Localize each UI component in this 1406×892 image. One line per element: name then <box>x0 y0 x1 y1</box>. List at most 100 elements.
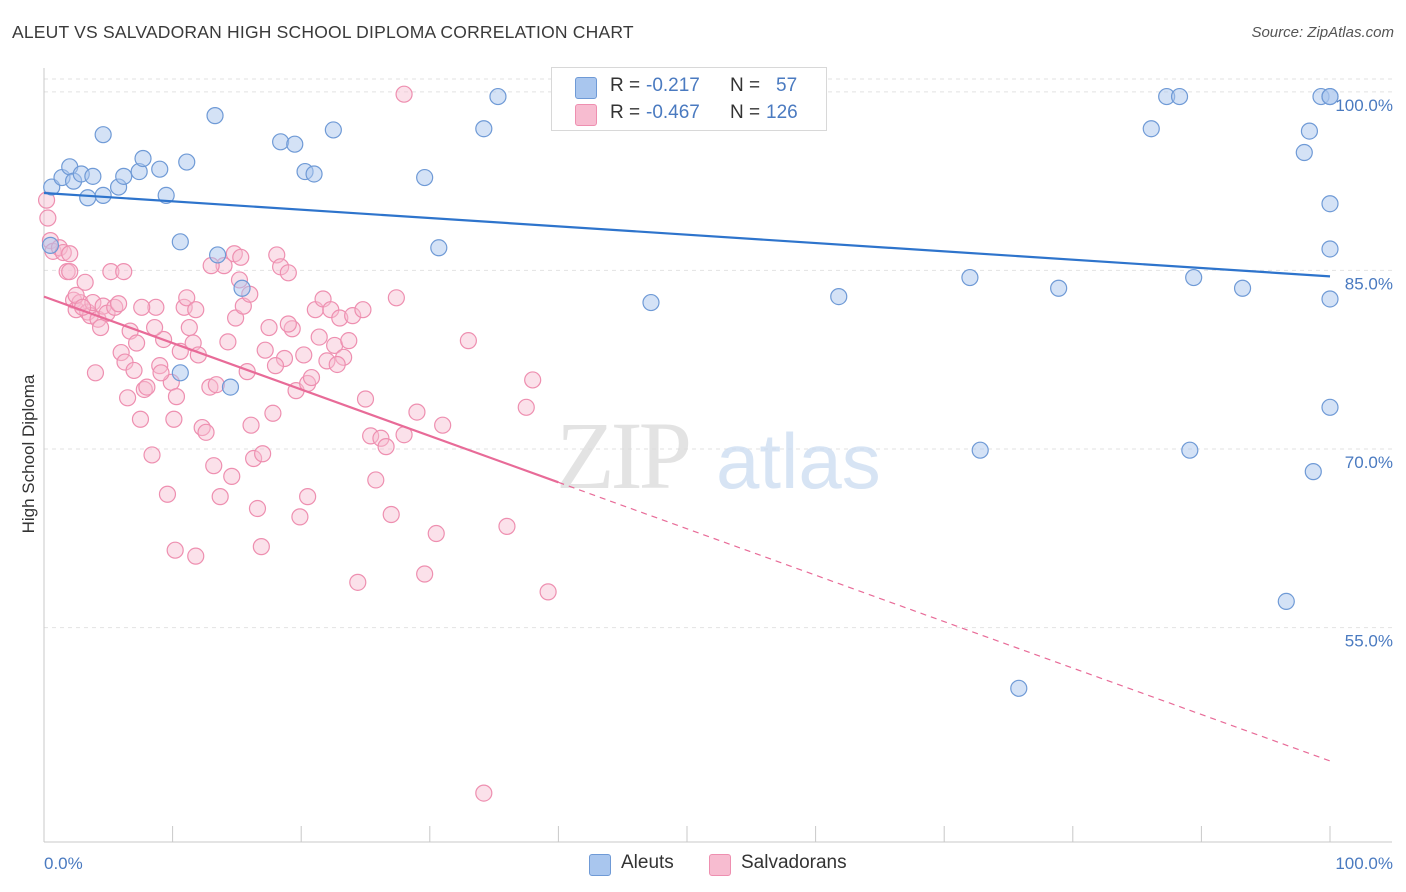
y-tick-label: 100.0% <box>1335 96 1393 115</box>
salvadoran-point <box>344 307 362 325</box>
aleut-point <box>1185 268 1203 287</box>
aleut-point <box>1170 87 1189 106</box>
aleut-point <box>41 236 60 255</box>
salvadoran-point <box>178 289 196 307</box>
salvadorans-trend-extension <box>558 481 1331 762</box>
salvadoran-point <box>138 378 156 396</box>
salvadoran-point <box>39 209 57 227</box>
watermark-atlas: atlas <box>716 417 881 505</box>
salvadorans-r-label: R = <box>610 102 641 123</box>
salvadoran-point <box>109 295 128 313</box>
salvadoran-point <box>434 416 452 434</box>
aleut-point <box>84 167 102 185</box>
salvadoran-point <box>112 343 130 362</box>
salvadoran-point <box>372 429 390 447</box>
bottom-salvadorans-label: Salvadorans <box>741 852 847 873</box>
salvadoran-point <box>187 301 205 319</box>
salvadoran-point <box>354 301 372 319</box>
aleut-point <box>430 239 448 257</box>
salvadoran-point <box>328 355 346 374</box>
salvadoran-point <box>459 332 477 350</box>
aleut-point <box>1321 87 1339 106</box>
salvadoran-point <box>356 390 375 408</box>
salvadoran-point <box>310 328 328 346</box>
aleuts-r-label: R = <box>610 75 641 96</box>
salvadoran-point <box>416 565 434 583</box>
aleut-point <box>209 246 227 264</box>
salvadoran-point <box>517 398 535 416</box>
aleut-point <box>1010 679 1028 697</box>
salvadoran-point <box>248 499 267 518</box>
aleut-point <box>151 160 169 178</box>
axis-labels: 55.0% 70.0% 85.0% 100.0% 0.0% 100.0% <box>44 96 1393 873</box>
salvadoran-point <box>76 273 94 291</box>
salvadoran-point <box>223 467 241 485</box>
salvadoran-point <box>86 364 105 382</box>
salvadoran-point <box>219 333 237 351</box>
aleut-point <box>134 149 152 168</box>
salvadoran-point <box>408 403 426 421</box>
aleut-point <box>1321 240 1339 258</box>
watermark: ZIP atlas <box>556 402 881 509</box>
aleut-point <box>286 135 304 153</box>
salvadoran-point <box>102 262 120 281</box>
salvadoran-point <box>331 309 349 327</box>
chart-source: Source: ZipAtlas.com <box>1251 24 1394 41</box>
salvadoran-point <box>362 427 380 445</box>
y-axis-title: High School Diploma <box>19 374 38 533</box>
salvadoran-point <box>524 371 542 389</box>
aleut-point <box>178 153 196 171</box>
aleut-point <box>971 441 989 459</box>
aleut-point <box>94 126 112 144</box>
aleuts-trend-line <box>43 191 1331 278</box>
bottom-legend-salvadorans: Salvadorans <box>709 852 879 876</box>
salvadoran-point <box>84 293 102 312</box>
salvadoran-point <box>180 318 198 337</box>
salvadoran-point <box>245 449 263 468</box>
salvadoran-point <box>197 423 215 441</box>
aleut-point <box>489 87 507 106</box>
x-tick-label-min: 0.0% <box>44 854 83 873</box>
salvadoran-point <box>279 315 297 333</box>
salvadoran-point <box>167 388 186 406</box>
aleuts-r-value: -0.217 <box>646 75 700 96</box>
salvadoran-point <box>349 573 367 591</box>
aleuts-points <box>41 87 1339 697</box>
salvadoran-point <box>152 364 170 382</box>
salvadoran-point <box>266 357 285 375</box>
aleut-point <box>475 120 493 138</box>
aleut-point <box>416 168 434 187</box>
aleut-point <box>642 293 660 312</box>
y-tick-label: 85.0% <box>1345 274 1393 293</box>
salvadoran-point <box>207 376 225 394</box>
aleut-point <box>206 107 224 125</box>
aleut-point <box>1321 195 1339 213</box>
watermark-zip: ZIP <box>556 402 689 509</box>
salvadorans-n-value: 126 <box>766 102 798 123</box>
bottom-aleuts-label: Aleuts <box>621 852 674 873</box>
aleut-point <box>1304 463 1322 481</box>
salvadoran-point <box>232 248 250 266</box>
salvadoran-point <box>318 352 336 370</box>
salvadoran-point <box>158 485 177 503</box>
salvadoran-point <box>118 389 137 407</box>
salvadorans-trend-line <box>43 295 559 484</box>
x-tick-label-max: 100.0% <box>1335 854 1393 873</box>
aleut-point <box>1321 398 1339 416</box>
salvadoran-point <box>125 361 143 380</box>
aleut-point <box>1142 120 1160 138</box>
aleut-point <box>1321 290 1339 308</box>
aleut-point <box>1233 279 1252 297</box>
aleut-point <box>830 288 848 306</box>
salvadoran-point <box>539 583 557 601</box>
salvadoran-point <box>260 318 278 337</box>
aleut-point <box>221 378 240 396</box>
chart-title: ALEUT VS SALVADORAN HIGH SCHOOL DIPLOMA … <box>12 22 634 42</box>
aleuts-n-value: 57 <box>776 75 798 96</box>
salvadoran-point <box>211 488 229 506</box>
y-tick-label: 70.0% <box>1345 453 1393 472</box>
bottom-salvadorans-swatch <box>709 854 731 876</box>
salvadoran-point <box>302 368 321 387</box>
salvadoran-point <box>299 488 317 506</box>
salvadoran-point <box>187 547 205 565</box>
